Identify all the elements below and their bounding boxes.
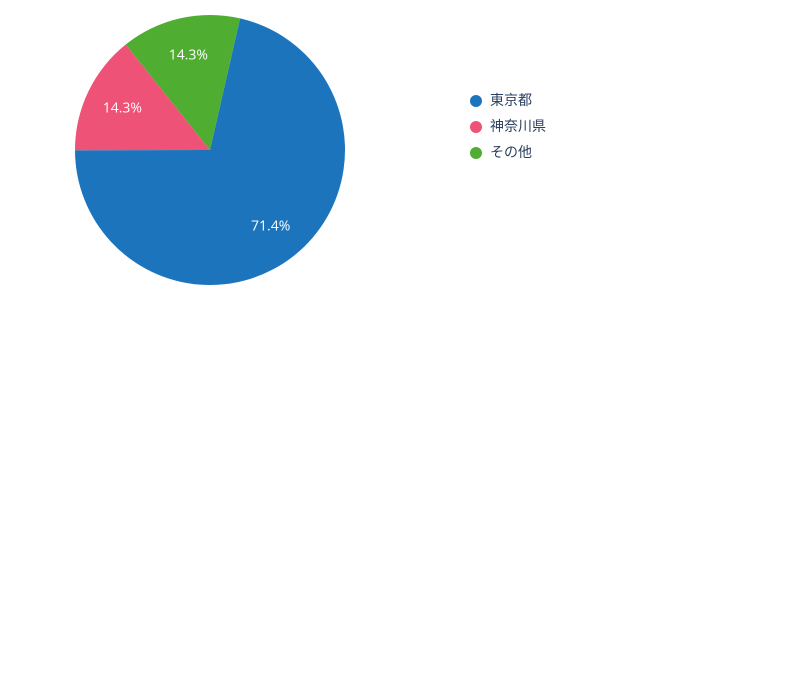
legend-label: 神奈川県 [490, 116, 546, 138]
legend-item[interactable]: その他 [470, 142, 546, 164]
legend-item[interactable]: 神奈川県 [470, 116, 546, 138]
legend-item[interactable]: 東京都 [470, 90, 546, 112]
legend: 東京都神奈川県その他 [470, 90, 546, 168]
legend-label: 東京都 [490, 90, 532, 112]
legend-swatch-icon [470, 95, 482, 107]
legend-label: その他 [490, 142, 532, 164]
legend-swatch-icon [470, 121, 482, 133]
chart-area: 71.4%14.3%14.3% 東京都神奈川県その他 [0, 0, 792, 700]
legend-swatch-icon [470, 147, 482, 159]
